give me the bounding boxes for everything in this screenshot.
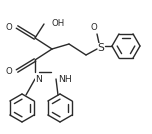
Text: OH: OH bbox=[51, 18, 64, 27]
Text: O: O bbox=[5, 23, 12, 33]
Text: N: N bbox=[35, 75, 42, 84]
Text: NH: NH bbox=[58, 75, 72, 84]
Text: O: O bbox=[5, 68, 12, 77]
Text: O: O bbox=[91, 23, 97, 31]
Text: S: S bbox=[98, 43, 104, 53]
